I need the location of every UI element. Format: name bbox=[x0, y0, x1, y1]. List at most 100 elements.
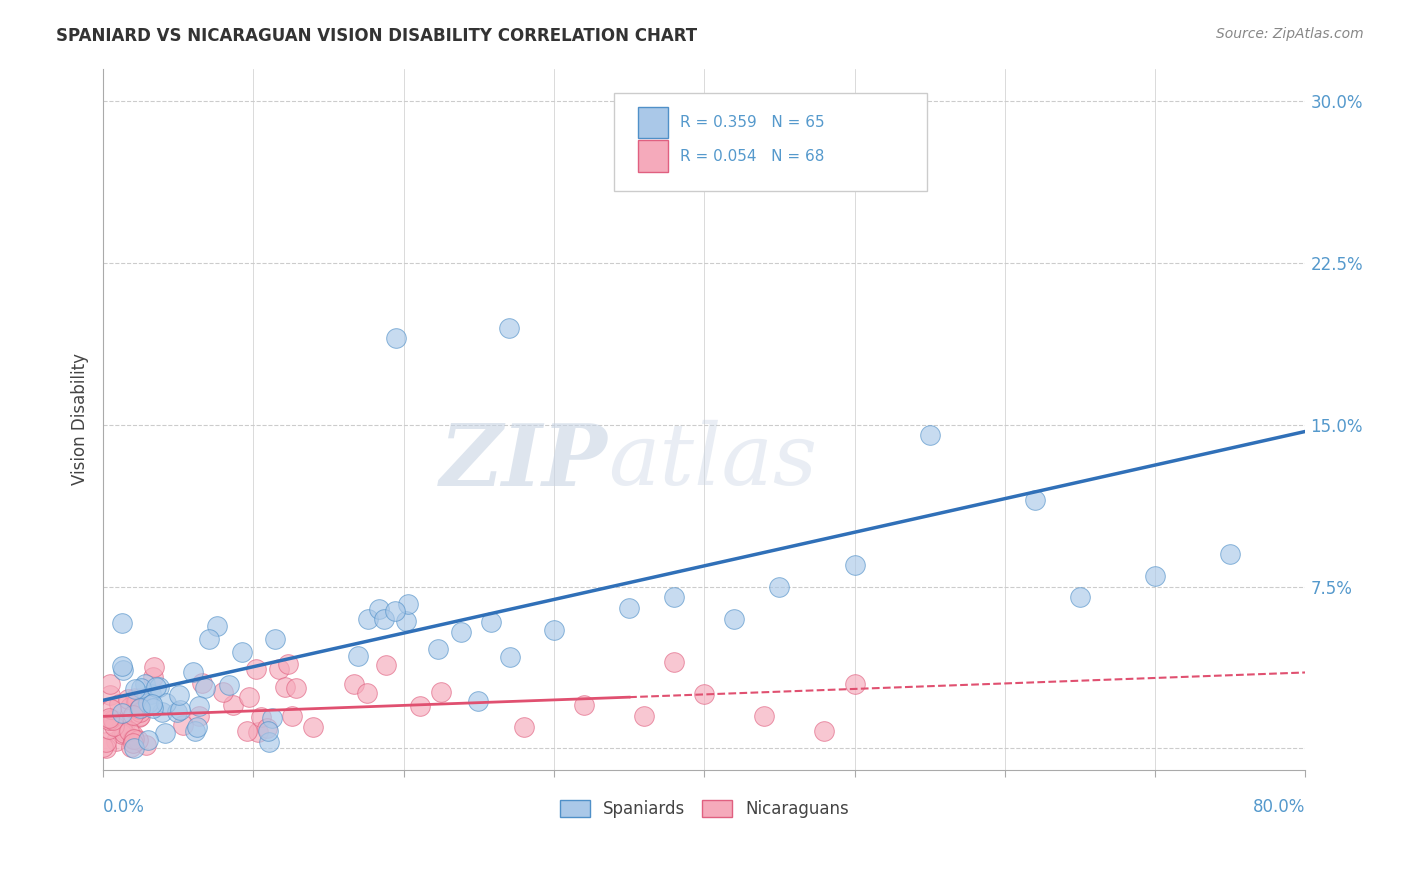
Point bbox=[103, 713, 125, 727]
Point bbox=[430, 685, 453, 699]
Legend: Spaniards, Nicaraguans: Spaniards, Nicaraguans bbox=[553, 793, 856, 825]
Point bbox=[813, 724, 835, 739]
FancyBboxPatch shape bbox=[614, 93, 927, 191]
Point bbox=[257, 734, 280, 748]
Point bbox=[1069, 591, 1091, 605]
Point bbox=[124, 690, 146, 705]
Point bbox=[94, 735, 117, 749]
Point bbox=[128, 709, 150, 723]
Point bbox=[169, 702, 191, 716]
Point bbox=[148, 680, 170, 694]
Point bbox=[98, 711, 121, 725]
Point bbox=[236, 723, 259, 738]
Point bbox=[373, 612, 395, 626]
Point bbox=[543, 623, 565, 637]
Point bbox=[172, 717, 194, 731]
Point bbox=[111, 663, 134, 677]
Point bbox=[114, 723, 136, 738]
Point bbox=[572, 698, 595, 713]
Point bbox=[396, 597, 419, 611]
Point bbox=[141, 697, 163, 711]
Point bbox=[754, 709, 776, 723]
Point bbox=[127, 694, 149, 708]
Point bbox=[181, 665, 204, 679]
Point bbox=[231, 645, 253, 659]
Point bbox=[122, 708, 145, 723]
Point bbox=[918, 428, 941, 442]
Point bbox=[1219, 547, 1241, 561]
Point bbox=[498, 320, 520, 334]
Text: Source: ZipAtlas.com: Source: ZipAtlas.com bbox=[1216, 27, 1364, 41]
Point bbox=[129, 708, 152, 723]
Point bbox=[264, 632, 287, 646]
Point bbox=[121, 728, 143, 742]
Point bbox=[184, 723, 207, 738]
Point bbox=[121, 736, 143, 750]
Point bbox=[188, 699, 211, 714]
Point bbox=[155, 696, 177, 710]
Point bbox=[274, 680, 297, 694]
Point bbox=[450, 625, 472, 640]
Point bbox=[135, 738, 157, 752]
Point bbox=[124, 682, 146, 697]
Point bbox=[111, 706, 134, 720]
Point bbox=[142, 659, 165, 673]
Point bbox=[166, 705, 188, 719]
Point bbox=[207, 619, 229, 633]
FancyBboxPatch shape bbox=[638, 140, 668, 172]
Point bbox=[129, 681, 152, 696]
Text: R = 0.359   N = 65: R = 0.359 N = 65 bbox=[681, 115, 825, 130]
Point bbox=[262, 711, 284, 725]
Point bbox=[904, 148, 927, 162]
Point bbox=[153, 726, 176, 740]
Point bbox=[124, 741, 146, 756]
Point bbox=[664, 655, 686, 669]
Point bbox=[385, 331, 408, 345]
Point bbox=[1024, 493, 1046, 508]
Point bbox=[136, 696, 159, 710]
Point bbox=[100, 701, 122, 715]
Point bbox=[617, 601, 640, 615]
Point bbox=[128, 691, 150, 706]
Point bbox=[844, 558, 866, 572]
Point bbox=[111, 659, 134, 673]
Point bbox=[125, 695, 148, 709]
Point bbox=[167, 688, 190, 702]
Point bbox=[343, 677, 366, 691]
Point bbox=[513, 720, 536, 734]
Point bbox=[222, 698, 245, 712]
Point bbox=[186, 720, 208, 734]
Point bbox=[117, 692, 139, 706]
Point bbox=[384, 604, 406, 618]
Point bbox=[375, 658, 398, 673]
Point bbox=[218, 678, 240, 692]
Point bbox=[212, 685, 235, 699]
Point bbox=[245, 662, 267, 676]
Text: ZIP: ZIP bbox=[440, 419, 607, 503]
Point bbox=[122, 732, 145, 747]
Point bbox=[188, 708, 211, 723]
Point bbox=[246, 724, 269, 739]
Point bbox=[142, 701, 165, 715]
Point bbox=[98, 714, 121, 728]
Point bbox=[111, 727, 134, 741]
Point bbox=[118, 724, 141, 739]
Point bbox=[128, 702, 150, 716]
Point bbox=[136, 733, 159, 747]
Point bbox=[198, 632, 221, 647]
Point bbox=[111, 616, 134, 631]
Point bbox=[257, 724, 280, 739]
Point bbox=[284, 681, 307, 695]
Point bbox=[98, 677, 121, 691]
Point bbox=[134, 677, 156, 691]
Point bbox=[356, 686, 378, 700]
Point bbox=[250, 709, 273, 723]
Point bbox=[357, 612, 380, 626]
Point bbox=[127, 732, 149, 747]
Point bbox=[281, 709, 304, 723]
Point bbox=[112, 726, 135, 740]
Point bbox=[844, 676, 866, 690]
Point bbox=[395, 614, 418, 628]
Point bbox=[1144, 568, 1167, 582]
Point bbox=[693, 688, 716, 702]
